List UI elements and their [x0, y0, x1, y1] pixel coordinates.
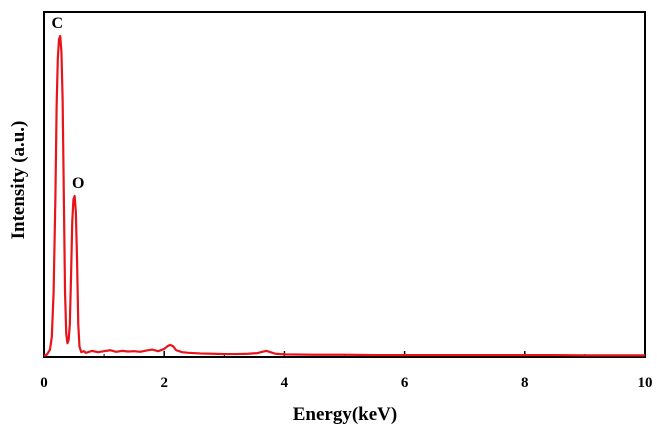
- x-tick-label: 6: [401, 375, 409, 391]
- peak-label-o: O: [72, 175, 84, 192]
- spectrum-line: [43, 34, 645, 357]
- plot-area-frame: [43, 11, 646, 358]
- x-tick-label: 0: [40, 375, 48, 391]
- x-tick-label: 4: [281, 375, 289, 391]
- y-axis-title: Intensity (a.u.): [8, 121, 29, 240]
- peak-annotations: CO: [51, 15, 84, 192]
- x-tick-label: 2: [160, 375, 168, 391]
- x-tick-label: 8: [521, 375, 529, 391]
- x-tick-label: 10: [638, 375, 653, 391]
- peak-label-c: C: [51, 15, 63, 32]
- x-tick-labels: 0 2 4 6 8 10: [40, 375, 652, 391]
- x-axis-title: Energy(keV): [293, 404, 397, 425]
